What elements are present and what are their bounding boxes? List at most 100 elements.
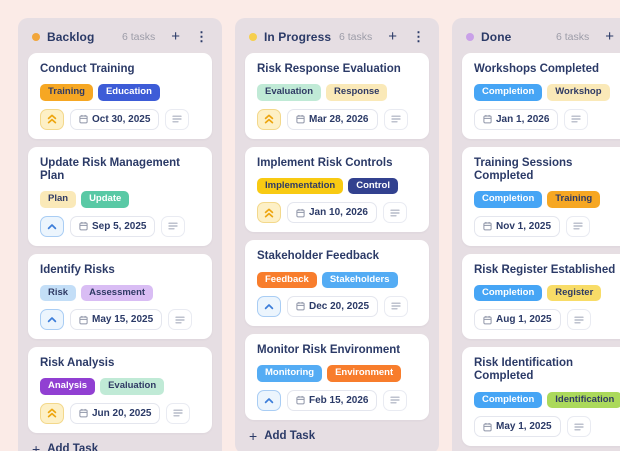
card-meta: Oct 30, 2025: [40, 108, 200, 130]
priority-medium-icon[interactable]: [40, 309, 64, 331]
priority-high-icon[interactable]: [40, 108, 64, 130]
tag-update: Update: [81, 191, 130, 208]
tag-training: Training: [40, 84, 93, 101]
add-task-button[interactable]: + Add Task: [28, 433, 212, 451]
description-chip[interactable]: [566, 215, 591, 237]
due-date-chip[interactable]: Nov 1, 2025: [474, 215, 561, 237]
card-title: Risk Response Evaluation: [257, 63, 401, 75]
priority-high-icon[interactable]: [257, 202, 281, 224]
calendar-icon: [79, 315, 88, 325]
card-meta: Mar 28, 2026: [257, 108, 417, 130]
task-card[interactable]: Training Sessions Completed Completion Tr…: [462, 146, 620, 246]
calendar-icon: [483, 315, 492, 325]
due-date-label: Sep 5, 2025: [92, 220, 147, 232]
add-task-button[interactable]: + Add Task: [462, 446, 620, 451]
add-task-button[interactable]: + Add Task: [245, 420, 429, 444]
description-chip[interactable]: [382, 202, 407, 224]
task-card[interactable]: Monitor Risk Environment Monitoring Envir…: [245, 333, 429, 420]
due-date-chip[interactable]: May 15, 2025: [70, 309, 163, 331]
description-chip[interactable]: [168, 309, 193, 331]
tag-evaluation: Evaluation: [100, 378, 165, 395]
priority-medium-icon[interactable]: [257, 389, 281, 411]
task-card[interactable]: Risk Response Evaluation Evaluation Respo…: [245, 53, 429, 139]
card-meta: Jan 10, 2026: [257, 202, 417, 224]
due-date-label: Dec 20, 2025: [309, 300, 370, 312]
task-card[interactable]: Workshops Completed Completion Workshop J…: [462, 53, 620, 139]
tag-completion: Completion: [474, 191, 543, 208]
description-chip[interactable]: [161, 215, 186, 237]
task-card[interactable]: Risk Identification Completed Completion…: [462, 347, 620, 447]
description-chip[interactable]: [165, 108, 190, 130]
task-card[interactable]: Conduct Training Training Education Oct 3…: [28, 53, 212, 139]
card-tags: Feedback Stakeholders: [257, 271, 417, 288]
add-card-icon[interactable]: +: [171, 28, 180, 45]
description-chip[interactable]: [383, 389, 408, 411]
description-lines-icon: [391, 303, 401, 310]
due-date-chip[interactable]: Dec 20, 2025: [287, 295, 379, 317]
column-cards: Conduct Training Training Education Oct 3…: [28, 53, 212, 433]
add-card-icon[interactable]: +: [605, 28, 614, 45]
card-meta: Aug 1, 2025: [474, 309, 620, 331]
due-date-chip[interactable]: Jan 1, 2026: [474, 108, 559, 130]
tag-environment: Environment: [327, 365, 402, 382]
card-tags: Evaluation Response: [257, 84, 417, 101]
description-lines-icon: [571, 115, 581, 123]
card-title: Update Risk Management Plan: [40, 156, 180, 182]
task-card[interactable]: Identify Risks Risk Assessment May 15, 20…: [28, 253, 212, 340]
due-date-chip[interactable]: Oct 30, 2025: [70, 108, 160, 130]
column-header: Done 6 tasks + ⋮: [462, 28, 620, 44]
card-meta: Sep 5, 2025: [40, 215, 200, 237]
add-card-icon[interactable]: +: [388, 28, 397, 45]
due-date-label: Nov 1, 2025: [496, 220, 552, 232]
column-header: In Progress 6 tasks + ⋮: [245, 28, 429, 44]
due-date-label: Mar 28, 2026: [309, 113, 369, 125]
priority-high-icon[interactable]: [257, 108, 281, 130]
card-title: Risk Analysis: [40, 357, 115, 370]
priority-medium-icon[interactable]: [40, 215, 64, 237]
tag-monitoring: Monitoring: [257, 365, 323, 382]
description-chip[interactable]: [566, 309, 591, 331]
due-date-chip[interactable]: Aug 1, 2025: [474, 309, 561, 331]
column-menu-icon[interactable]: ⋮: [412, 29, 425, 44]
task-card[interactable]: Implement Risk Controls Implementation Co…: [245, 146, 429, 233]
card-meta: May 15, 2025: [40, 309, 200, 331]
task-card[interactable]: Update Risk Management Plan Plan Update S…: [28, 146, 212, 246]
add-task-label: Add Task: [264, 429, 316, 442]
tag-workshop: Workshop: [547, 84, 610, 101]
due-date-chip[interactable]: Feb 15, 2026: [287, 389, 378, 411]
due-date-chip[interactable]: May 1, 2025: [474, 416, 561, 438]
column-title: In Progress: [264, 30, 332, 44]
task-card[interactable]: Risk Analysis Analysis Evaluation Jun 20,…: [28, 347, 212, 433]
due-date-chip[interactable]: Mar 28, 2026: [287, 108, 378, 130]
description-chip[interactable]: [566, 416, 591, 438]
description-chip[interactable]: [384, 295, 409, 317]
card-title: Stakeholder Feedback: [257, 250, 380, 263]
due-date-chip[interactable]: Jan 10, 2026: [287, 202, 377, 224]
description-lines-icon: [573, 316, 584, 324]
tag-completion: Completion: [474, 84, 543, 101]
task-card[interactable]: Stakeholder Feedback Feedback Stakeholder…: [245, 240, 429, 326]
card-tags: Analysis Evaluation: [40, 378, 200, 395]
due-date-chip[interactable]: Jun 20, 2025: [70, 402, 161, 424]
description-chip[interactable]: [383, 108, 408, 130]
due-date-label: Aug 1, 2025: [496, 314, 552, 326]
card-meta: Dec 20, 2025: [257, 295, 417, 317]
column-status-dot-icon: [32, 33, 40, 41]
tag-implementation: Implementation: [257, 177, 344, 195]
column-title: Done: [481, 30, 512, 44]
priority-medium-icon[interactable]: [257, 295, 281, 317]
description-chip[interactable]: [166, 402, 191, 424]
due-date-chip[interactable]: Sep 5, 2025: [70, 215, 156, 237]
column-status-dot-icon: [466, 33, 474, 41]
tag-feedback: Feedback: [257, 271, 317, 288]
card-tags: Implementation Control: [257, 177, 417, 195]
column-menu-icon[interactable]: ⋮: [195, 29, 208, 44]
priority-high-icon[interactable]: [40, 402, 64, 424]
due-date-label: May 15, 2025: [92, 314, 154, 326]
due-date-label: May 1, 2025: [496, 421, 552, 433]
description-chip[interactable]: [564, 108, 589, 130]
card-title: Training Sessions Completed: [474, 156, 573, 182]
task-card[interactable]: Risk Register Established Completion Regi…: [462, 253, 620, 340]
description-lines-icon: [173, 409, 184, 417]
